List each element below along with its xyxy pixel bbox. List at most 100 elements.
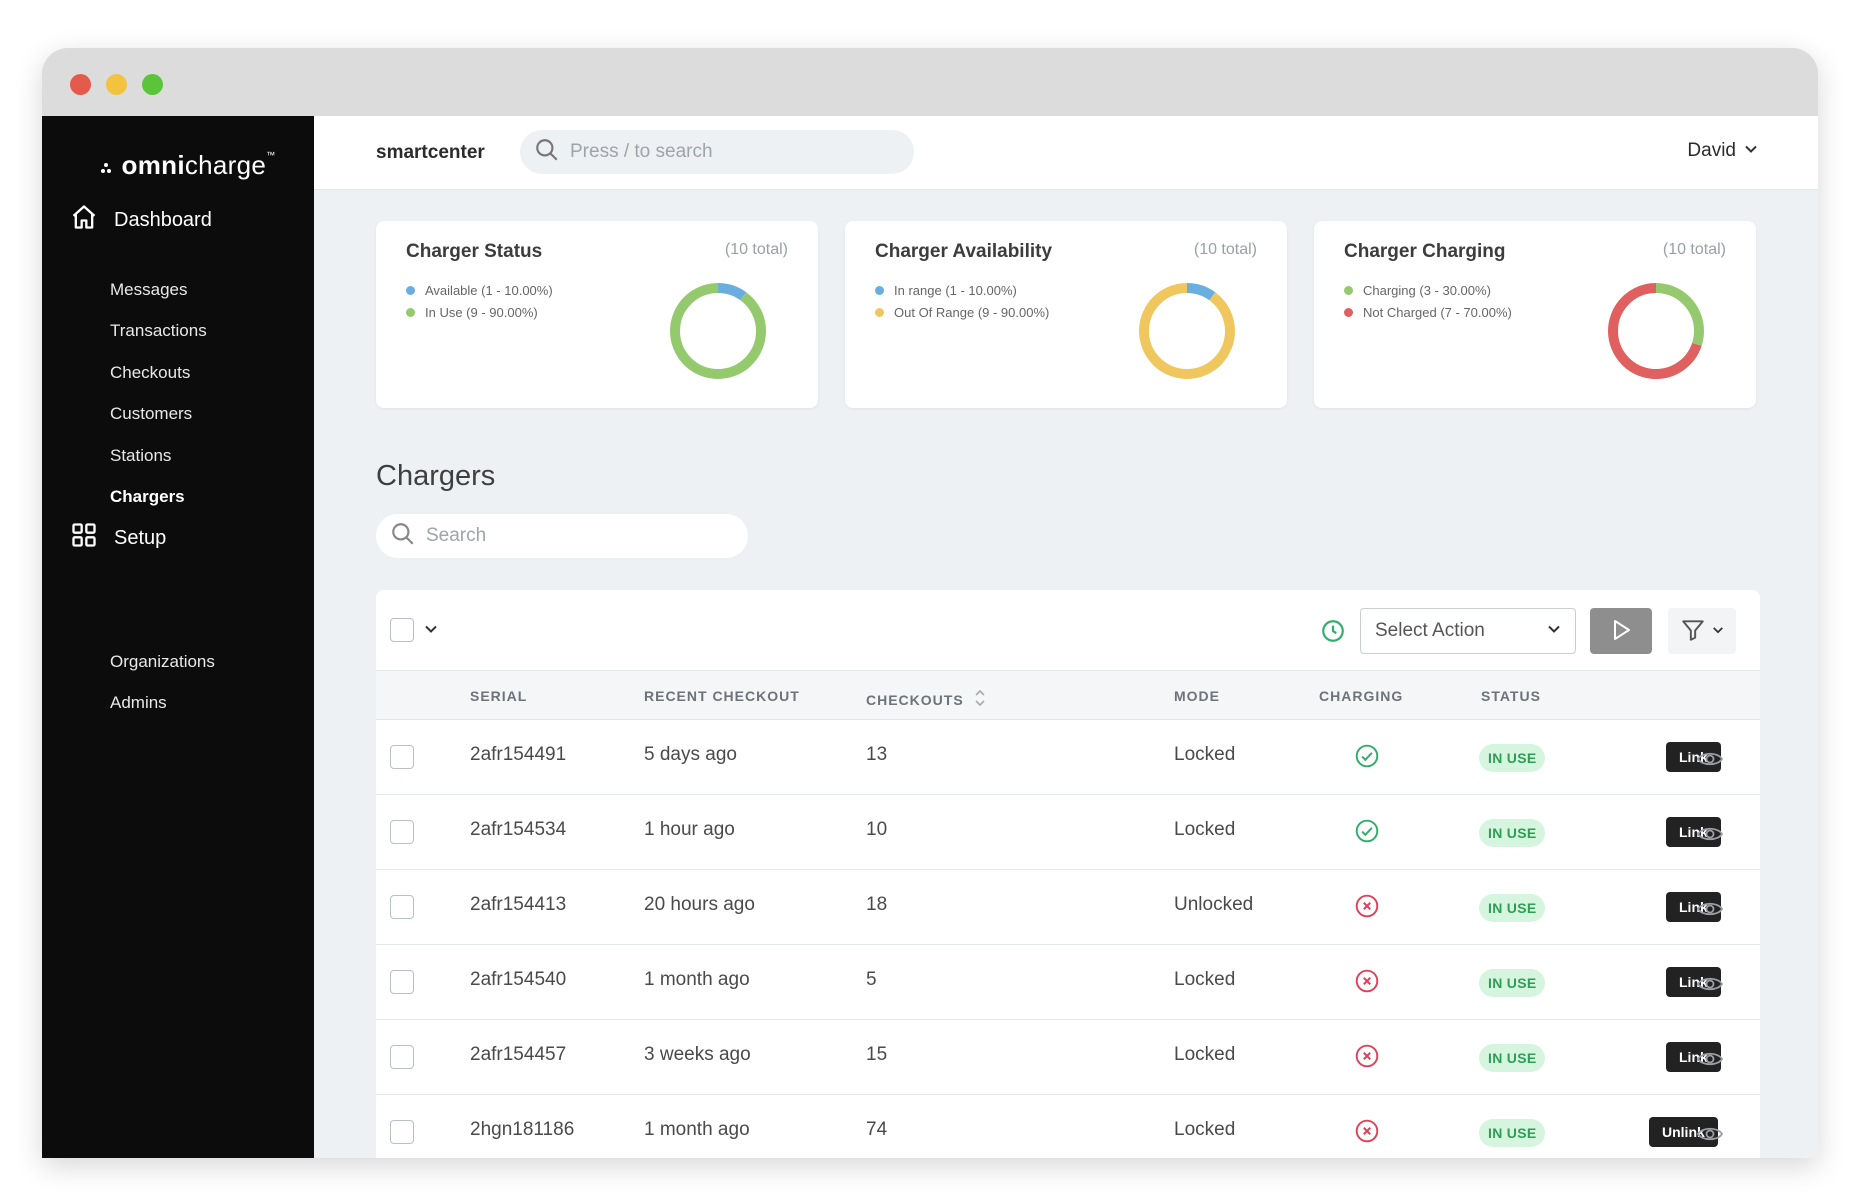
row-checkbox[interactable] [390,745,414,769]
chevron-down-icon [1547,620,1561,642]
eye-icon[interactable] [1696,897,1724,926]
eye-icon[interactable] [1696,1047,1724,1076]
link-button[interactable]: Link [1666,1042,1721,1072]
section-title: Chargers [376,460,496,492]
legend-dot [406,308,415,317]
chargers-table: Select Action SERIAL RECEN [376,590,1760,1158]
legend-label: Not Charged (7 - 70.00%) [1363,305,1512,320]
table-row[interactable]: 2afr154491 5 days ago 13 Locked IN USE Link [376,720,1760,795]
check-circle-icon [1354,743,1380,774]
global-search[interactable] [520,130,914,174]
sort-icon[interactable] [964,688,986,711]
table-row[interactable]: 2afr154540 1 month ago 5 Locked IN USE Link [376,945,1760,1020]
sidebar-item-customers[interactable]: Customers [110,404,193,424]
status-badge: IN USE [1479,894,1546,922]
select-action-value: Select Action [1375,620,1485,641]
search-icon [390,521,416,552]
chargers-search[interactable] [376,514,748,558]
status-badge: IN USE [1479,1119,1546,1147]
serial-cell: 2afr154491 [470,744,567,765]
legend-dot [1344,286,1353,295]
legend-label: Charging (3 - 30.00%) [1363,283,1491,298]
table-row[interactable]: 2hgn181186 1 month ago 74 Locked IN USE Unlin… [376,1095,1760,1158]
card-total: (10 total) [724,241,788,258]
row-checkbox[interactable] [390,820,414,844]
legend-label: In Use (9 - 90.00%) [425,305,538,320]
table-toolbar: Select Action [376,590,1760,670]
select-action-dropdown[interactable]: Select Action [1360,608,1576,654]
checkouts-cell: 5 [866,969,877,990]
sidebar-item-admins[interactable]: Admins [110,693,167,713]
column-header-serial[interactable]: SERIAL [470,688,528,704]
link-button[interactable]: Link [1666,742,1721,772]
recent-checkout-cell: 1 month ago [644,969,750,990]
serial-cell: 2afr154413 [470,894,567,915]
charger-availability-card: Charger Availability (10 total) In range (… [845,221,1287,408]
eye-icon[interactable] [1696,747,1724,776]
row-checkbox[interactable] [390,970,414,994]
omnicharge-logo[interactable]: omnicharge™ [100,150,275,181]
logo-dots-icon [100,150,122,180]
mode-cell: Unlocked [1174,894,1254,915]
table-row[interactable]: 2afr154413 20 hours ago 18 Unlocked IN USE Li… [376,870,1760,945]
row-checkbox[interactable] [390,1045,414,1069]
select-all-checkbox[interactable] [390,618,414,642]
checkouts-cell: 74 [866,1119,888,1140]
eye-icon[interactable] [1696,972,1724,1001]
column-header-checkouts[interactable]: CHECKOUTS [866,688,986,711]
status-badge: IN USE [1479,744,1546,772]
sidebar: omnicharge™ Dashboard Messages Transactio… [42,116,314,1158]
status-badge: IN USE [1479,1044,1546,1072]
legend-item: Available (1 - 10.00%) [406,283,553,298]
row-checkbox[interactable] [390,1120,414,1144]
grid-icon [70,521,114,555]
legend-dot [1344,308,1353,317]
chevron-down-icon[interactable] [424,622,438,641]
close-window-dot[interactable] [70,74,91,95]
column-header-recent-checkout[interactable]: RECENT CHECKOUT [644,688,800,704]
sidebar-section-dashboard[interactable]: Dashboard [70,200,212,240]
eye-icon[interactable] [1696,1122,1724,1151]
maximize-window-dot[interactable] [142,74,163,95]
user-menu[interactable]: David [1687,140,1758,162]
serial-cell: 2afr154534 [470,819,567,840]
play-icon [1609,618,1633,645]
sidebar-section-label: Dashboard [114,208,212,231]
sidebar-item-chargers[interactable]: Chargers [110,487,185,506]
x-circle-icon [1354,968,1380,999]
checkouts-cell: 10 [866,819,888,840]
donut-segment [1608,283,1704,379]
sidebar-item-organizations[interactable]: Organizations [110,652,215,671]
donut-segment [670,283,766,379]
x-circle-icon [1354,1043,1380,1074]
eye-icon[interactable] [1696,822,1724,851]
checkouts-cell: 15 [866,1044,888,1065]
sidebar-section-setup[interactable]: Setup [70,518,166,558]
checkouts-cell: 18 [866,894,888,915]
chargers-search-input[interactable] [426,525,726,547]
minimize-window-dot[interactable] [106,74,127,95]
run-action-button[interactable] [1590,608,1652,654]
column-header-mode[interactable]: MODE [1174,688,1220,704]
filter-button[interactable] [1668,608,1736,654]
sidebar-item-messages[interactable]: Messages [110,280,188,299]
legend-dot [875,308,884,317]
column-header-status[interactable]: STATUS [1481,688,1541,704]
table-header: SERIAL RECENT CHECKOUT CHECKOUTS MODE CH… [376,670,1760,720]
column-header-charging[interactable]: CHARGING [1319,688,1404,704]
user-name: David [1687,140,1736,161]
donut-chart [1139,283,1235,379]
logo-suffix: charge [184,150,267,180]
link-button[interactable]: Link [1666,892,1721,922]
legend-label: Out Of Range (9 - 90.00%) [894,305,1050,320]
sidebar-item-transactions[interactable]: Transactions [110,321,207,341]
table-row[interactable]: 2afr154534 1 hour ago 10 Locked IN USE Link [376,795,1760,870]
clock-icon[interactable] [1320,618,1346,649]
sidebar-item-stations[interactable]: Stations [110,445,172,465]
global-search-input[interactable] [570,141,870,163]
row-checkbox[interactable] [390,895,414,919]
table-row[interactable]: 2afr154457 3 weeks ago 15 Locked IN USE Link [376,1020,1760,1095]
sidebar-item-checkouts[interactable]: Checkouts [110,362,191,382]
window-titlebar [42,48,1818,116]
card-title: Charger Status [406,241,543,262]
